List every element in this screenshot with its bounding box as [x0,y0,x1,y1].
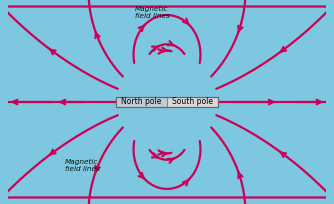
Text: Magnetic
field lines: Magnetic field lines [135,6,170,20]
Bar [116,97,218,107]
Text: North pole: North pole [121,98,162,106]
Bar [116,97,167,107]
Bar [167,97,218,107]
Text: South pole: South pole [172,98,213,106]
Text: Magnetic
field lines: Magnetic field lines [65,159,100,173]
